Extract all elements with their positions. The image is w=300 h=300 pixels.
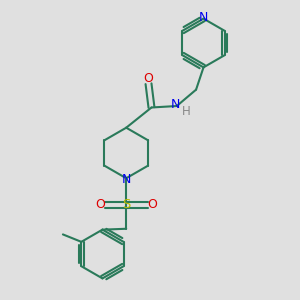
Text: N: N <box>199 11 208 24</box>
Text: O: O <box>148 199 158 212</box>
Text: N: N <box>171 98 180 111</box>
Text: N: N <box>122 173 131 186</box>
Text: H: H <box>182 105 190 118</box>
Text: S: S <box>122 199 130 212</box>
Text: O: O <box>144 72 154 85</box>
Text: O: O <box>95 199 105 212</box>
